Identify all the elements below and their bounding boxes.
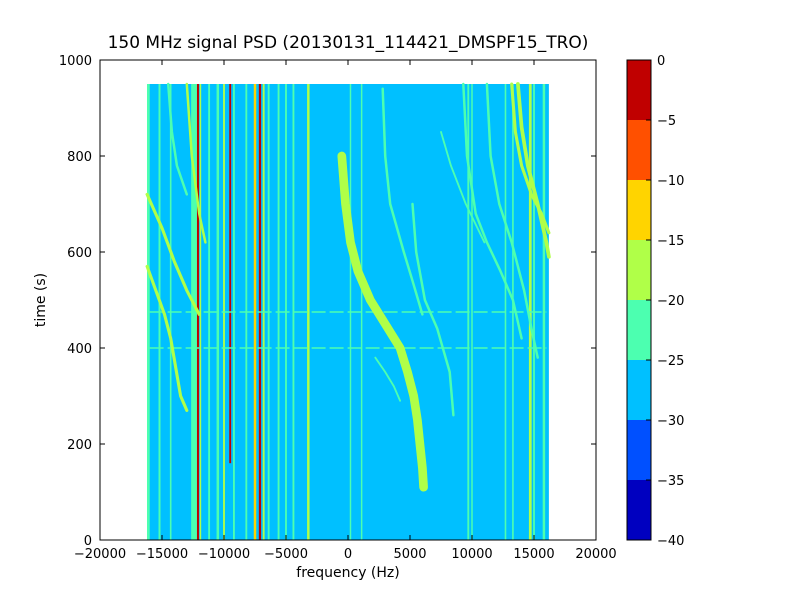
x-tick-label: 15000	[513, 547, 554, 562]
y-tick-label: 1000	[59, 54, 92, 69]
trace-right-1	[462, 82, 523, 340]
trace-right-3	[516, 82, 551, 259]
y-tick-label: 0	[84, 534, 92, 549]
main-doppler-trace-halo	[337, 151, 428, 492]
y-tick-label: 400	[67, 342, 92, 357]
x-tick-label: 0	[344, 547, 352, 562]
colorbar-tick-label: −25	[657, 354, 684, 369]
y-tick-label: 200	[67, 438, 92, 453]
spectral-line-10	[229, 84, 232, 464]
y-axis: 0 200 400 600 800 1000	[59, 54, 596, 549]
trace-left-1	[145, 192, 201, 316]
spectral-line-20	[307, 84, 310, 540]
trace-mid-1	[381, 87, 424, 316]
spectral-line-6	[199, 84, 202, 540]
colorbar-level	[627, 180, 651, 240]
x-tick-label: −10000	[198, 547, 250, 562]
colorbar: 0 −5 −10 −15 −20 −25 −30 −35 −40	[626, 54, 684, 549]
colorbar-tick-label: −15	[657, 234, 684, 249]
spectral-line-22	[360, 84, 363, 540]
colorbar-level	[627, 420, 651, 480]
colorbar-tick-label: −10	[657, 174, 684, 189]
x-axis: −20000 −15000 −10000 −5000 0 5000 10000 15000 20…	[74, 60, 617, 562]
colorbar-tick-label: −20	[657, 294, 684, 309]
colorbar-tick-label: −35	[657, 474, 684, 489]
spectral-line-29	[542, 84, 546, 540]
plot-area	[145, 82, 551, 540]
colorbar-level	[627, 240, 651, 300]
x-tick-label: −5000	[264, 547, 308, 562]
y-tick-label: 600	[67, 246, 92, 261]
trace-left-2	[145, 264, 189, 412]
colorbar-level	[627, 480, 651, 540]
chart-title: 150 MHz signal PSD (20130131_114421_DMSP…	[108, 33, 589, 53]
trace-mid-2	[411, 202, 455, 417]
colorbar-level	[627, 360, 651, 420]
trace-mid-3	[374, 356, 402, 402]
trace-right-4	[510, 82, 551, 235]
spectral-line-13	[253, 84, 257, 540]
colorbar-tick-label: −5	[657, 114, 676, 129]
spectral-line-8	[216, 84, 220, 540]
spectral-line-19	[292, 84, 295, 540]
colorbar-tick-label: 0	[657, 54, 665, 69]
x-tick-label: −20000	[74, 547, 126, 562]
y-axis-label: time (s)	[33, 273, 49, 327]
spectral-line-1	[146, 84, 150, 540]
trace-right-2	[485, 82, 539, 359]
trace-mid-4	[440, 131, 486, 244]
x-tick-label: 20000	[575, 547, 616, 562]
spectral-line-24	[471, 84, 473, 540]
x-tick-label: 10000	[451, 547, 492, 562]
y-tick-label: 800	[67, 150, 92, 165]
trace-left-3	[185, 82, 207, 244]
colorbar-level	[627, 60, 651, 120]
colorbar-level	[627, 120, 651, 180]
x-axis-label: frequency (Hz)	[296, 565, 399, 581]
colorbar-tick-label: −40	[657, 534, 684, 549]
x-tick-label: −15000	[136, 547, 188, 562]
x-tick-label: 5000	[393, 547, 426, 562]
trace-left-4	[166, 82, 189, 196]
colorbar-level	[627, 300, 651, 360]
colorbar-tick-label: −30	[657, 414, 684, 429]
